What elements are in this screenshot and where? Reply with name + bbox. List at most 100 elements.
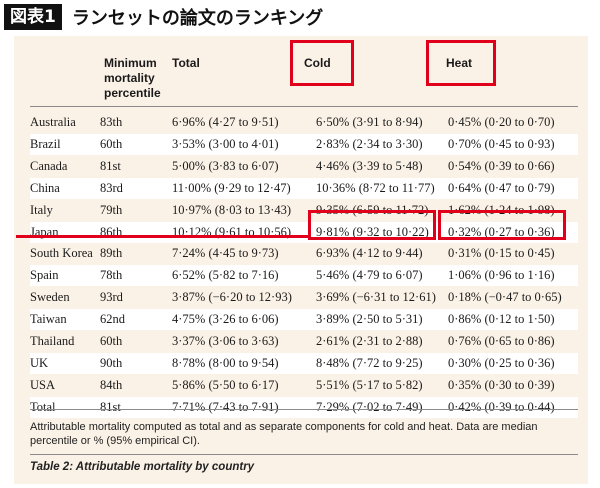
- table-row: Spain 78th 6·52% (5·82 to 7·16) 5·46% (4·79…: [30, 265, 578, 287]
- col-header-percentile-line-3: percentile: [104, 86, 161, 100]
- header-rule: [30, 106, 578, 107]
- cell-cold: 3·69% (−6·31 to 12·61): [316, 290, 436, 305]
- cell-cold: 4·46% (3·39 to 5·48): [316, 158, 423, 173]
- figure-header: 図表1 ランセットの論文のランキング: [0, 0, 600, 34]
- table-row: South Korea 89th 7·24% (4·45 to 9·73) 6·93%…: [30, 243, 578, 264]
- cell-total: 4·75% (3·26 to 6·06): [172, 312, 279, 327]
- cell-total: 3·53% (3·00 to 4·01): [172, 136, 279, 151]
- cold-header-highlight-box: [290, 40, 354, 86]
- table-row: China 83rd 11·00% (9·29 to 12·47) 10·36% (8…: [30, 177, 578, 199]
- cell-heat: 1·06% (0·96 to 1·16): [448, 268, 555, 283]
- table-row: USA 84th 5·86% (5·50 to 6·17) 5·51% (5·17 t…: [30, 375, 578, 396]
- cell-country: Japan: [30, 224, 59, 239]
- cell-cold: 7·29% (7·02 to 7·49): [316, 399, 423, 414]
- cell-percentile: 78th: [100, 268, 123, 283]
- cell-total: 5·86% (5·50 to 6·17): [172, 377, 279, 392]
- cell-heat: 0·18% (−0·47 to 0·65): [448, 290, 562, 305]
- japan-heat-highlight-box: [438, 210, 566, 240]
- cell-heat: 0·86% (0·12 to 1·50): [448, 312, 555, 327]
- col-header-percentile: Minimum mortality percentile: [104, 56, 161, 101]
- cell-country: UK: [30, 355, 49, 370]
- cell-cold: 5·51% (5·17 to 5·82): [316, 377, 423, 392]
- cell-total: 10·12% (9·61 to 10·56): [172, 224, 292, 239]
- cell-percentile: 86th: [100, 224, 123, 239]
- table-row: Brazil 60th 3·53% (3·00 to 4·01) 2·83% (2·3…: [30, 133, 578, 155]
- cell-percentile: 60th: [100, 136, 123, 151]
- cell-country: Total: [30, 399, 56, 414]
- cell-country: Australia: [30, 115, 76, 129]
- table-row: Australia 83th 6·96% (4·27 to 9·51) 6·50% (…: [30, 112, 578, 133]
- cell-country: Brazil: [30, 136, 61, 151]
- cell-percentile: 83rd: [100, 180, 123, 195]
- cell-total: 5·00% (3·83 to 6·07): [172, 158, 279, 173]
- cell-percentile: 93rd: [100, 290, 123, 305]
- cell-country: Sweden: [30, 290, 70, 305]
- table-footnote: Attributable mortality computed as total…: [30, 421, 538, 447]
- japan-underline: [16, 235, 308, 238]
- cell-total: 3·87% (−6·20 to 12·93): [172, 290, 292, 305]
- cell-country: Canada: [30, 158, 68, 173]
- col-header-heat: Heat: [446, 56, 473, 70]
- cell-percentile: 89th: [100, 246, 123, 261]
- cell-country: Spain: [30, 268, 59, 283]
- cell-percentile: 62nd: [100, 312, 125, 327]
- cell-heat: 0·31% (0·15 to 0·45): [448, 246, 555, 261]
- cell-cold: 2·83% (2·34 to 3·30): [316, 136, 423, 151]
- cell-cold: 5·46% (4·79 to 6·07): [316, 268, 423, 283]
- figure-badge: 図表1: [4, 4, 62, 30]
- cell-cold: 3·89% (2·50 to 5·31): [316, 312, 423, 327]
- cell-percentile: 81st: [100, 158, 121, 173]
- col-header-percentile-line-1: Minimum: [104, 56, 157, 70]
- cell-heat: 0·32% (0·27 to 0·36): [448, 224, 555, 239]
- cell-total: 10·97% (8·03 to 13·43): [172, 202, 292, 217]
- cell-total: 6·52% (5·82 to 7·16): [172, 268, 279, 283]
- cell-country: Thailand: [30, 334, 75, 348]
- cell-heat: 0·35% (0·30 to 0·39): [448, 377, 555, 392]
- cell-total: 11·00% (9·29 to 12·47): [172, 180, 291, 195]
- table-row: Total 81st 7·71% (7·43 to 7·91) 7·29% (7·02…: [30, 396, 578, 418]
- table-row: Thailand 60th 3·37% (3·06 to 3·63) 2·61% (2…: [30, 331, 578, 352]
- table-card: Minimum mortality percentile Total Cold …: [14, 36, 588, 484]
- cell-percentile: 81st: [100, 399, 121, 414]
- cell-heat: 0·76% (0·65 to 0·86): [448, 334, 555, 348]
- cell-total: 3·37% (3·06 to 3·63): [172, 334, 279, 348]
- caption-rule: [30, 454, 578, 455]
- table-row: Sweden 93rd 3·87% (−6·20 to 12·93) 3·69% (−…: [30, 287, 578, 308]
- col-header-total: Total: [172, 56, 200, 70]
- cell-cold: 6·93% (4·12 to 9·44): [316, 246, 423, 261]
- table-row: Canada 81st 5·00% (3·83 to 6·07) 4·46% (3·3…: [30, 156, 578, 177]
- cell-heat: 0·70% (0·45 to 0·93): [448, 136, 555, 151]
- cell-percentile: 90th: [100, 355, 123, 370]
- cell-heat: 0·54% (0·39 to 0·66): [448, 158, 555, 173]
- table-bottom-rule: [30, 409, 578, 410]
- table-caption: Table 2: Attributable mortality by count…: [30, 461, 254, 473]
- table-row: Italy 79th 10·97% (8·03 to 13·43) 9·35% (6·…: [30, 200, 578, 221]
- heat-header-highlight-box: [426, 40, 496, 86]
- cell-total: 7·71% (7·43 to 7·91): [172, 399, 279, 414]
- table-row: Taiwan 62nd 4·75% (3·26 to 6·06) 3·89% (2·5…: [30, 309, 578, 331]
- table-caption-text: Table 2: Attributable mortality by count…: [30, 461, 255, 473]
- cell-percentile: 83th: [100, 115, 123, 129]
- cell-heat: 0·42% (0·39 to 0·44): [448, 399, 555, 414]
- cell-country: China: [30, 180, 60, 195]
- cell-heat: 0·64% (0·47 to 0·79): [448, 180, 555, 195]
- cell-cold: 6·50% (3·91 to 8·94): [316, 115, 423, 129]
- col-header-percentile-line-2: mortality: [104, 71, 155, 85]
- table-row: UK 90th 8·78% (8·00 to 9·54) 8·48% (7·72 to…: [30, 352, 578, 374]
- cell-heat: 1·62% (1·24 to 1·98): [448, 202, 555, 217]
- cell-cold: 10·36% (8·72 to 11·77): [316, 180, 435, 195]
- cell-total: 8·78% (8·00 to 9·54): [172, 355, 279, 370]
- col-header-cold: Cold: [304, 56, 331, 70]
- cell-cold: 2·61% (2·31 to 2·88): [316, 334, 423, 348]
- cell-percentile: 79th: [100, 202, 123, 217]
- cell-cold: 9·81% (9·32 to 10·22): [316, 224, 429, 239]
- cell-country: Taiwan: [30, 312, 67, 327]
- cell-percentile: 84th: [100, 377, 123, 392]
- cell-percentile: 60th: [100, 334, 123, 348]
- cell-country: Italy: [30, 202, 53, 217]
- cell-heat: 0·45% (0·20 to 0·70): [448, 115, 555, 129]
- japan-cold-highlight-box: [308, 210, 436, 240]
- cell-heat: 0·30% (0·25 to 0·36): [448, 355, 555, 370]
- cell-total: 6·96% (4·27 to 9·51): [172, 115, 279, 129]
- cell-cold: 8·48% (7·72 to 9·25): [316, 355, 423, 370]
